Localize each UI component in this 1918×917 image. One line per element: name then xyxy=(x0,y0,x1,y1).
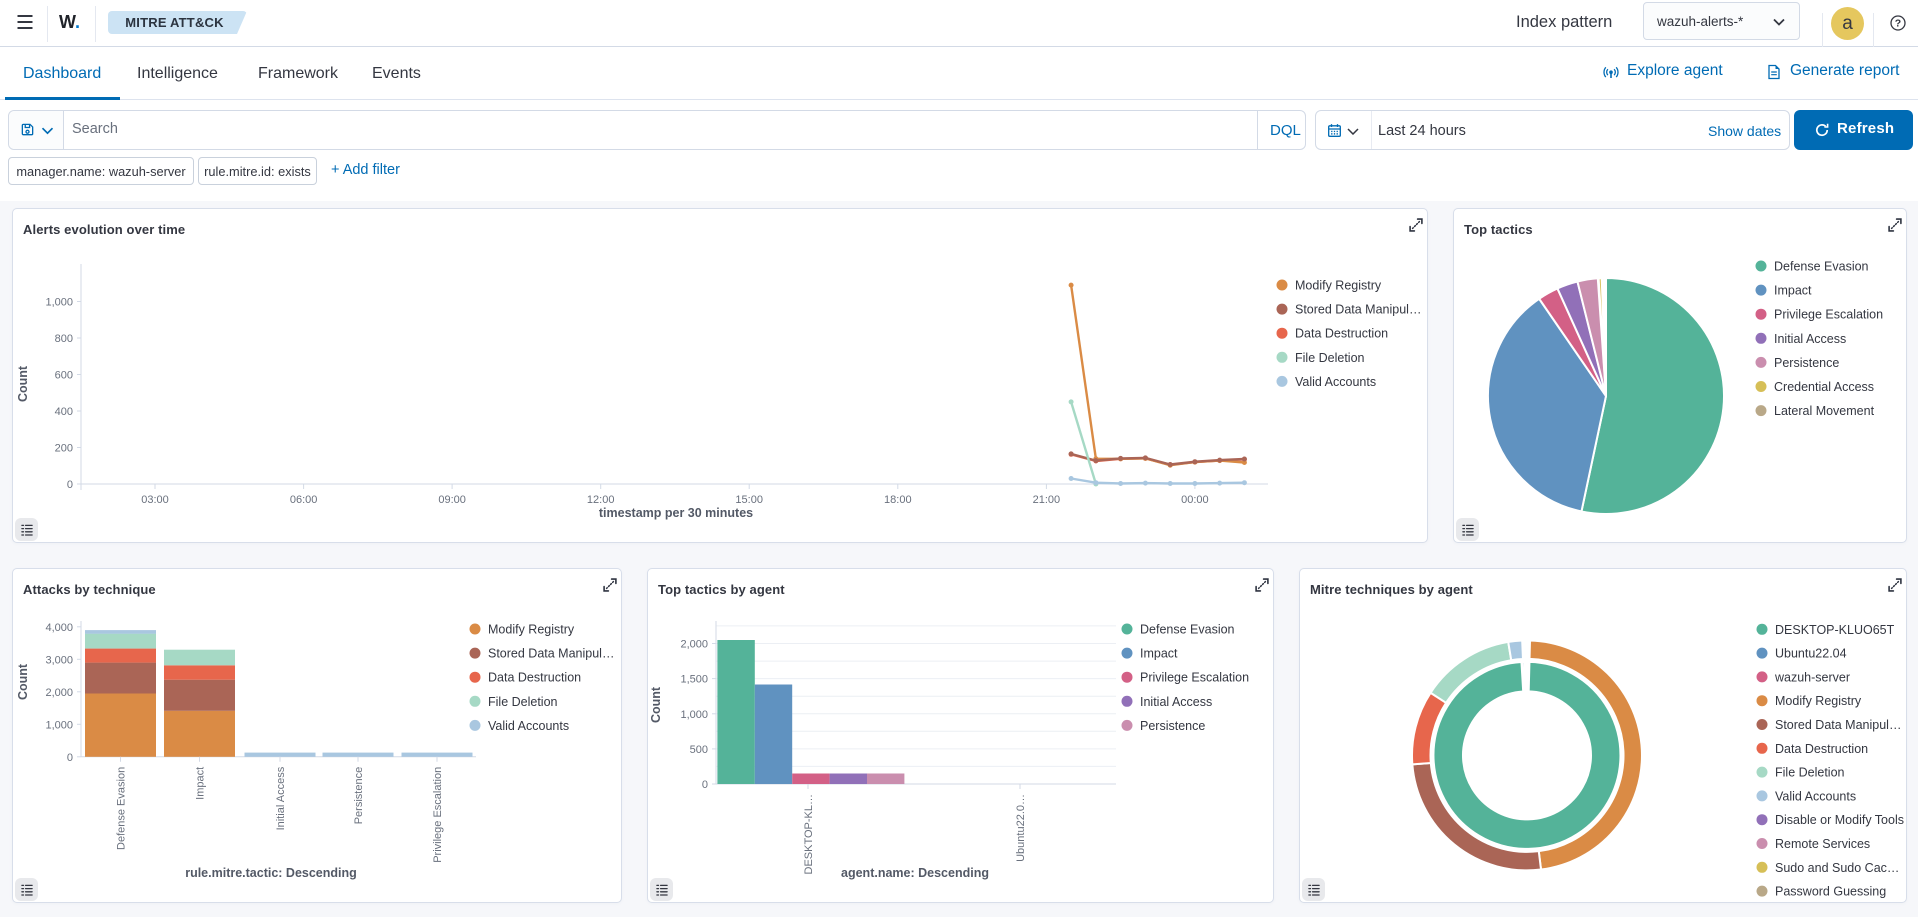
svg-text:Impact: Impact xyxy=(1140,647,1178,661)
svg-text:Valid Accounts: Valid Accounts xyxy=(1295,375,1376,389)
svg-text:Modify Registry: Modify Registry xyxy=(1775,694,1862,708)
svg-text:timestamp per 30 minutes: timestamp per 30 minutes xyxy=(599,506,753,520)
svg-text:12:00: 12:00 xyxy=(587,494,615,506)
svg-text:Ubuntu22.0…: Ubuntu22.0… xyxy=(1015,794,1027,862)
svg-text:21:00: 21:00 xyxy=(1033,494,1061,506)
svg-text:Disable or Modify Tools: Disable or Modify Tools xyxy=(1775,813,1904,827)
svg-text:Privilege Escalation: Privilege Escalation xyxy=(1774,308,1883,322)
svg-text:200: 200 xyxy=(55,443,73,455)
svg-text:Count: Count xyxy=(16,663,30,700)
svg-text:Data Destruction: Data Destruction xyxy=(1295,327,1388,341)
svg-text:File Deletion: File Deletion xyxy=(1775,766,1845,780)
svg-text:800: 800 xyxy=(55,333,73,345)
svg-text:Modify Registry: Modify Registry xyxy=(1295,279,1382,293)
svg-text:600: 600 xyxy=(55,370,73,382)
svg-text:Modify Registry: Modify Registry xyxy=(488,623,575,637)
svg-text:Password Guessing: Password Guessing xyxy=(1775,885,1886,899)
svg-text:Lateral Movement: Lateral Movement xyxy=(1774,404,1875,418)
svg-text:Data Destruction: Data Destruction xyxy=(1775,742,1868,756)
svg-text:400: 400 xyxy=(55,406,73,418)
svg-text:Persistence: Persistence xyxy=(1140,719,1205,733)
svg-text:3,000: 3,000 xyxy=(45,654,73,666)
svg-text:rule.mitre.tactic: Descending: rule.mitre.tactic: Descending xyxy=(185,866,357,880)
svg-text:Count: Count xyxy=(649,686,663,723)
svg-text:18:00: 18:00 xyxy=(884,494,912,506)
svg-text:2,000: 2,000 xyxy=(680,639,708,651)
svg-text:0: 0 xyxy=(702,779,708,791)
svg-text:DESKTOP-KL…: DESKTOP-KL… xyxy=(803,794,815,875)
svg-text:Privilege Escalation: Privilege Escalation xyxy=(1140,671,1249,685)
svg-text:1,000: 1,000 xyxy=(45,297,73,309)
svg-text:4,000: 4,000 xyxy=(45,622,73,634)
svg-text:Defense Evasion: Defense Evasion xyxy=(1774,260,1869,274)
svg-text:agent.name: Descending: agent.name: Descending xyxy=(841,866,989,880)
svg-text:Persistence: Persistence xyxy=(1774,356,1839,370)
svg-text:500: 500 xyxy=(690,744,708,756)
svg-text:03:00: 03:00 xyxy=(141,494,169,506)
svg-text:Data Destruction: Data Destruction xyxy=(488,671,581,685)
svg-text:wazuh-server: wazuh-server xyxy=(1774,670,1850,684)
svg-text:0: 0 xyxy=(67,479,73,491)
svg-text:File Deletion: File Deletion xyxy=(488,695,558,709)
svg-text:?: ? xyxy=(1895,18,1901,30)
svg-text:06:00: 06:00 xyxy=(290,494,318,506)
svg-text:Sudo and Sudo Cac…: Sudo and Sudo Cac… xyxy=(1775,861,1899,875)
svg-text:Credential Access: Credential Access xyxy=(1774,380,1874,394)
svg-text:Defense Evasion: Defense Evasion xyxy=(1140,623,1235,637)
svg-text:2,000: 2,000 xyxy=(45,687,73,699)
svg-text:Impact: Impact xyxy=(195,767,207,800)
svg-text:Stored Data Manipul…: Stored Data Manipul… xyxy=(1295,303,1421,317)
svg-text:Initial Access: Initial Access xyxy=(1140,695,1212,709)
svg-text:Impact: Impact xyxy=(1774,284,1812,298)
svg-text:09:00: 09:00 xyxy=(438,494,466,506)
svg-text:1,000: 1,000 xyxy=(680,709,708,721)
svg-text:Initial Access: Initial Access xyxy=(275,766,287,830)
svg-text:Privilege Escalation: Privilege Escalation xyxy=(432,767,444,863)
svg-text:Valid Accounts: Valid Accounts xyxy=(488,719,569,733)
svg-text:DESKTOP-KLUO65T: DESKTOP-KLUO65T xyxy=(1775,623,1895,637)
svg-text:Remote Services: Remote Services xyxy=(1775,837,1870,851)
svg-text:Valid Accounts: Valid Accounts xyxy=(1775,789,1856,803)
svg-text:15:00: 15:00 xyxy=(735,494,763,506)
svg-text:File Deletion: File Deletion xyxy=(1295,351,1365,365)
svg-text:Initial Access: Initial Access xyxy=(1774,332,1846,346)
svg-text:Ubuntu22.04: Ubuntu22.04 xyxy=(1775,647,1847,661)
svg-text:00:00: 00:00 xyxy=(1181,494,1209,506)
svg-text:Persistence: Persistence xyxy=(353,767,365,824)
svg-text:1,500: 1,500 xyxy=(680,674,708,686)
svg-text:0: 0 xyxy=(67,752,73,764)
svg-text:1,000: 1,000 xyxy=(45,719,73,731)
svg-text:Stored Data Manipul…: Stored Data Manipul… xyxy=(1775,718,1901,732)
svg-text:Stored Data Manipul…: Stored Data Manipul… xyxy=(488,647,614,661)
svg-text:Count: Count xyxy=(16,365,30,402)
svg-text:Defense Evasion: Defense Evasion xyxy=(116,767,128,850)
